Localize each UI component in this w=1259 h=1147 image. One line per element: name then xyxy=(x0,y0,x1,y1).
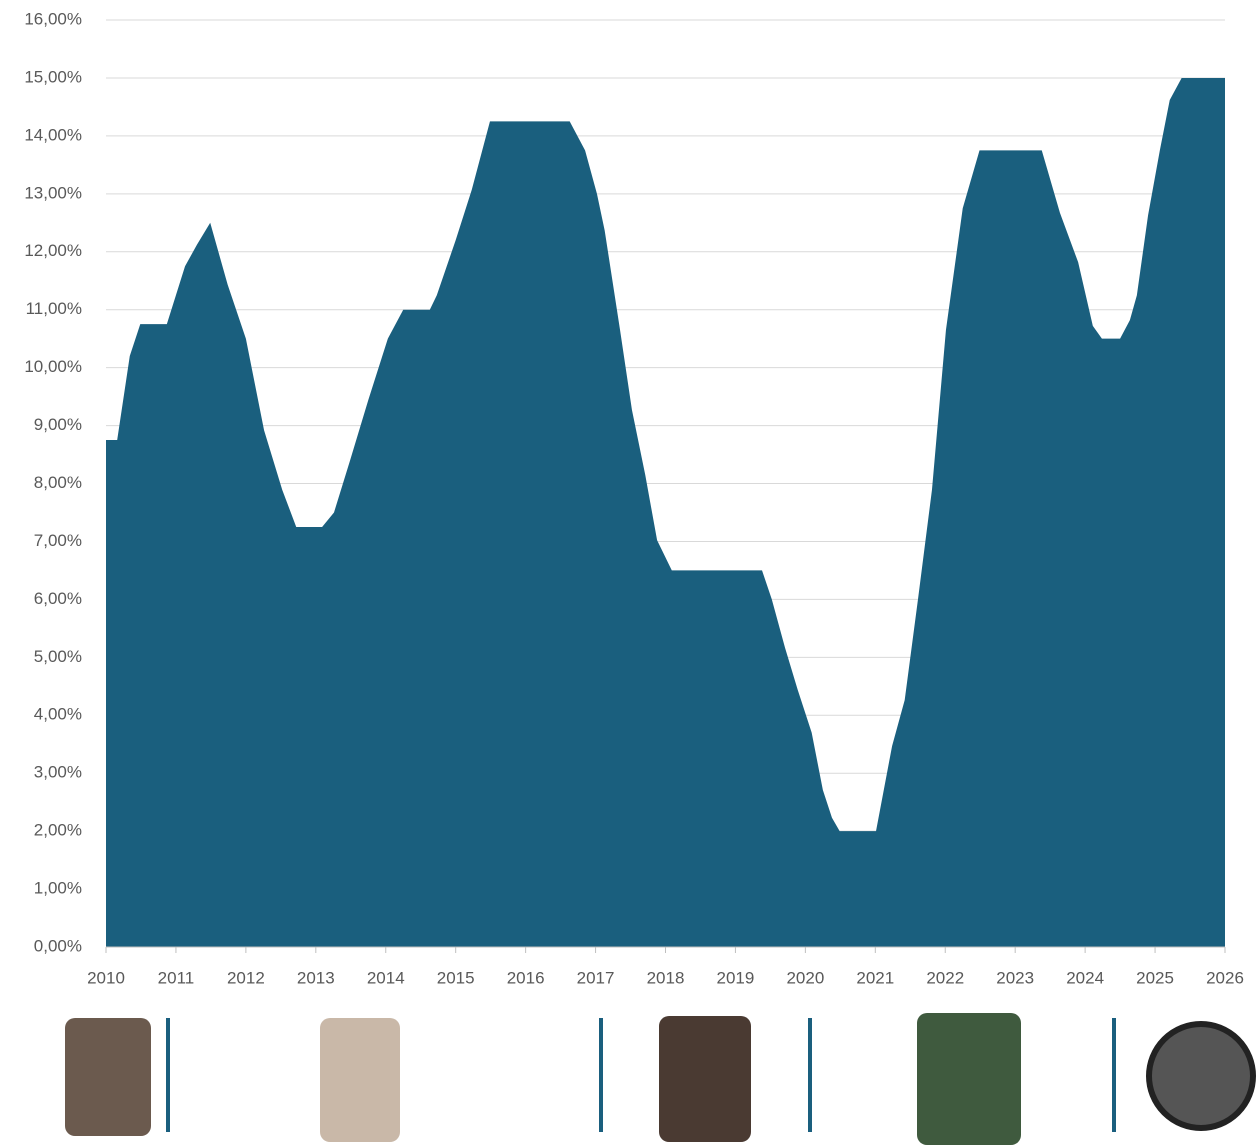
y-tick-label: 16,00% xyxy=(24,9,82,28)
x-tick-label: 2014 xyxy=(367,968,405,987)
x-tick-label: 2022 xyxy=(926,968,964,987)
x-tick-label: 2012 xyxy=(227,968,265,987)
y-tick-label: 2,00% xyxy=(34,821,82,840)
y-tick-label: 7,00% xyxy=(34,531,82,550)
portrait xyxy=(917,1013,1021,1145)
y-tick-label: 9,00% xyxy=(34,415,82,434)
portrait xyxy=(320,1018,400,1142)
x-tick-label: 2025 xyxy=(1136,968,1174,987)
x-tick-label: 2018 xyxy=(647,968,685,987)
x-tick-label: 2016 xyxy=(507,968,545,987)
y-tick-label: 10,00% xyxy=(24,357,82,376)
x-tick-label: 2026 xyxy=(1206,968,1244,987)
x-tick-label: 2021 xyxy=(856,968,894,987)
y-tick-label: 1,00% xyxy=(34,879,82,898)
y-tick-label: 4,00% xyxy=(34,705,82,724)
y-tick-label: 15,00% xyxy=(24,67,82,86)
x-tick-label: 2013 xyxy=(297,968,335,987)
portrait xyxy=(65,1018,151,1136)
x-tick-label: 2010 xyxy=(87,968,125,987)
y-tick-label: 11,00% xyxy=(26,299,82,318)
y-tick-label: 5,00% xyxy=(34,647,82,666)
x-tick-label: 2011 xyxy=(158,968,195,987)
y-tick-label: 13,00% xyxy=(24,183,82,202)
y-tick-label: 14,00% xyxy=(24,125,82,144)
x-tick-label: 2019 xyxy=(717,968,755,987)
x-tick-label: 2024 xyxy=(1066,968,1104,987)
x-tick-label: 2015 xyxy=(437,968,475,987)
y-tick-label: 8,00% xyxy=(34,473,82,492)
y-tick-label: 6,00% xyxy=(34,589,82,608)
portrait xyxy=(659,1016,751,1142)
area xyxy=(106,77,1225,947)
y-tick-label: 0,00% xyxy=(34,936,82,955)
x-tick-label: 2023 xyxy=(996,968,1034,987)
y-tick-label: 3,00% xyxy=(34,763,82,782)
x-tick-label: 2020 xyxy=(786,968,824,987)
portrait xyxy=(1146,1021,1256,1131)
y-tick-label: 12,00% xyxy=(24,241,82,260)
x-tick-label: 2017 xyxy=(577,968,615,987)
portraits xyxy=(65,1013,1256,1145)
